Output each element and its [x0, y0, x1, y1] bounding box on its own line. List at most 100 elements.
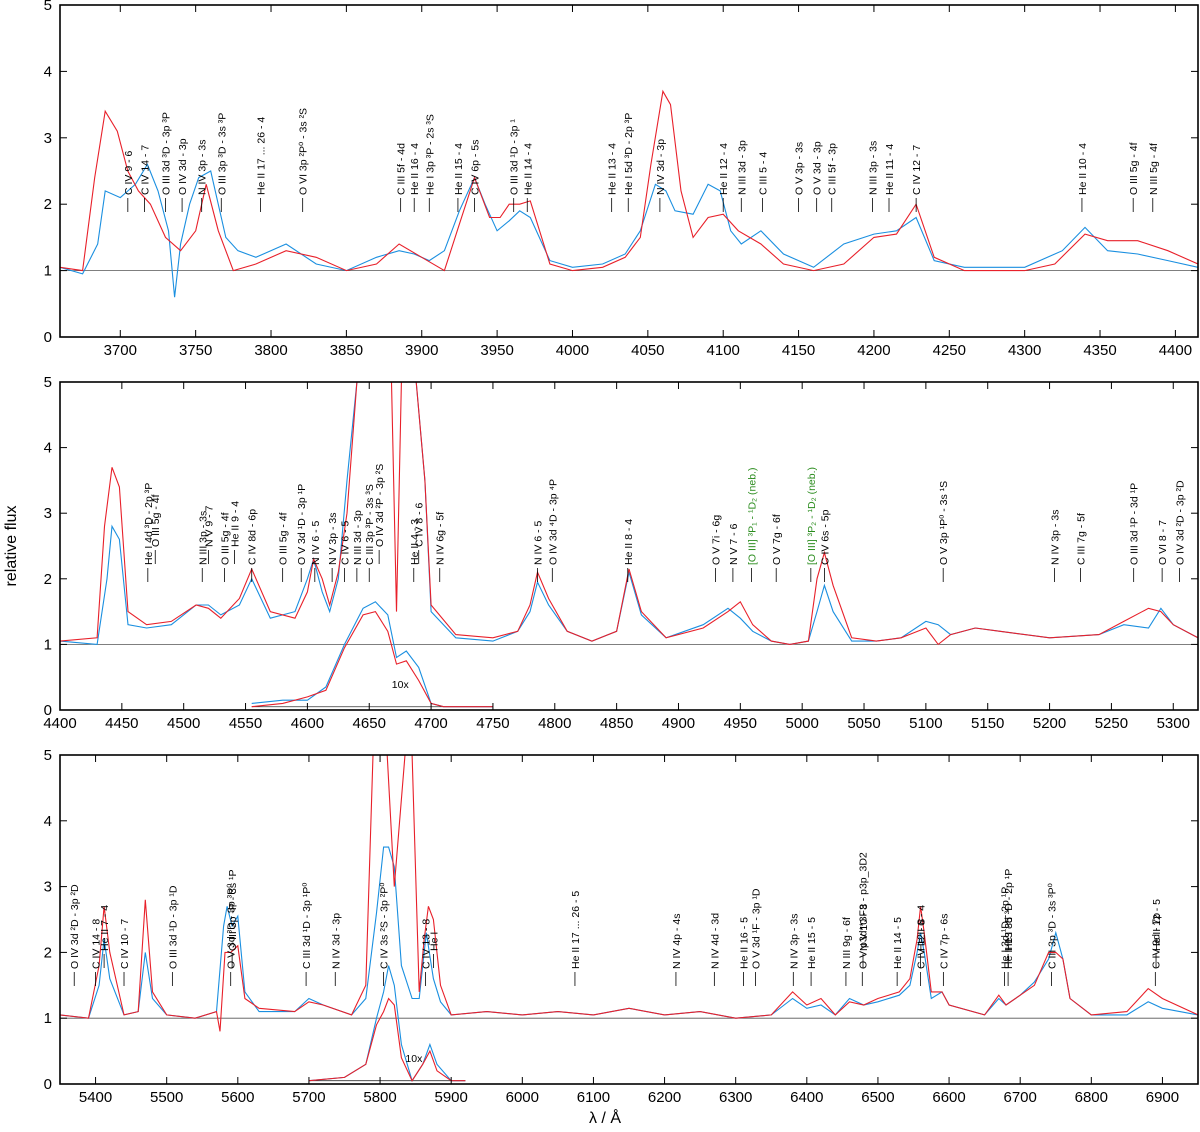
line-id-label: He II 10 - 4 — [1077, 143, 1089, 195]
line-identification: O IV 3d ²D - 3p ²D — [69, 884, 81, 986]
line-id-label: O IV 3d ²D - 3p ²D — [1174, 480, 1186, 565]
line-id-label: He II 11 - 4 — [884, 144, 896, 195]
plot-frame — [59, 4, 1199, 338]
line-id-label: O V 7g - 6f — [771, 514, 783, 565]
line-id-label: O III 3p ¹P - 3s ¹P — [227, 870, 239, 952]
x-tick-label: 6400 — [790, 1089, 823, 1106]
x-tick-label: 4300 — [1008, 342, 1041, 359]
line-identification: C III 3d ¹D - 3p ¹P⁰ — [301, 882, 313, 986]
observed-spectrum-line — [60, 382, 1198, 645]
line-identification: O V 3d - 3p — [812, 141, 824, 212]
line-identification: N III 5g - 4f — [1148, 143, 1160, 212]
x-tick-label: 4150 — [782, 342, 815, 359]
y-tick-label: 3 — [44, 879, 52, 896]
line-id-label: O V 3p - 3s — [794, 142, 806, 195]
line-id-label: C III 7g - 5f — [1076, 513, 1088, 565]
line-identification: He II 14 - 5 — [892, 917, 904, 986]
y-tick-label: 3 — [44, 505, 52, 522]
line-identification: O III 3p ³D - 3s ³P — [216, 113, 228, 212]
y-tick-label: 4 — [44, 63, 52, 80]
model-spectrum-line — [60, 89, 1198, 272]
y-tick-label: 1 — [44, 1010, 52, 1027]
line-identification: O V 7i - 6g — [711, 515, 723, 582]
line-id-label: O III 5g - 4f — [278, 512, 290, 565]
line-identification: He II 12 - 4 — [718, 143, 730, 212]
line-id-label: He II 6 - 4 — [916, 905, 928, 951]
line-identification: C III 5f - 4d — [396, 143, 408, 212]
x-tick-label: 4100 — [707, 342, 740, 359]
line-id-label: N IV 4p - 4s — [671, 914, 683, 969]
line-identification: N V 3p - 3s — [327, 512, 339, 582]
x-axis-title: λ / Å — [589, 1108, 621, 1127]
line-id-label: He I 3d ¹D - 2p ¹P — [1000, 887, 1012, 969]
line-id-label: C IV 10 - 7 — [119, 919, 131, 969]
observed-spectrum-line — [60, 163, 1198, 298]
line-id-label: O III 3p ³D - 3s ³P — [216, 113, 228, 195]
line-id-label: O V 3d ¹D - 3p ¹P — [296, 484, 308, 565]
line-identification: O V 7g - 6f — [771, 514, 783, 582]
line-identification: He I — [428, 932, 440, 968]
line-identification: N III 3p - 3s — [197, 511, 209, 582]
x-tick-label: 6300 — [719, 1089, 752, 1106]
line-identification: He II 17 ... 26 - 4 — [256, 117, 268, 212]
line-id-label: He II 12 - 4 — [718, 143, 730, 195]
line-id-label: O III 3d ¹P - 3d ¹P — [1129, 483, 1141, 565]
line-id-label: He II 14 - 5 — [892, 917, 904, 969]
line-identification: N V 10 - 8 — [858, 904, 870, 968]
line-id-label: He I 4d ³D - 2p ³P — [143, 483, 155, 565]
line-id-label: C IV 3s ²S - 3p ²P⁰ — [379, 882, 391, 969]
line-identification: He II 9 - 4 — [229, 501, 241, 564]
line-identification: C IV 6 - 5 — [340, 520, 352, 582]
y-tick-label: 0 — [44, 1076, 52, 1093]
line-identification: N III 3p - 3s — [867, 141, 879, 212]
line-id-label: He II 16 - 4 — [409, 143, 421, 195]
line-identification: N IV 4d - 3d — [709, 913, 721, 986]
line-identification: C III 3p ³D - 3s ³P⁰ — [1047, 882, 1059, 986]
line-id-label: O VI 3p ²P⁰ - 3s ²S — [298, 108, 310, 195]
line-identification: He I 4d ³D - 2p ³P — [143, 483, 155, 582]
line-id-label: N IV 6g - 5f — [435, 512, 447, 565]
line-identification: C III 3p ³P - 3s ³S — [364, 484, 376, 582]
line-id-label: C IV 14 - 8 — [91, 919, 103, 969]
line-id-label: N III 3d - 3p — [352, 510, 364, 565]
x-tick-label: 6100 — [577, 1089, 610, 1106]
line-id-label: He I 3p ³P - 2s ³S — [424, 114, 436, 195]
line-id-label: C IV 13 - 8 — [421, 919, 433, 969]
line-identification: N IV 3d - 3p — [655, 139, 667, 212]
line-id-label: [O III] ³P₁ - ¹D₂ (neb.) — [747, 468, 759, 565]
x-tick-label: 4700 — [414, 715, 447, 732]
line-identification: C IV 12 - 8 — [916, 919, 928, 986]
line-identification: He II 6 - 4 — [916, 905, 928, 968]
panels-container: 3700 3750 3800 3850 3900 3950 4000 4050 4100 4150… — [43, 0, 1199, 1106]
x-tick-label: 5250 — [1095, 715, 1128, 732]
line-id-label: O III 5g - 4f — [150, 494, 162, 547]
x-tick-label: 5800 — [363, 1089, 396, 1106]
line-identification: C IV 12 - 7 — [911, 145, 923, 212]
line-id-label: C III 3p ³D - 3s ³P⁰ — [1047, 882, 1059, 969]
y-tick-label: 1 — [44, 263, 52, 280]
line-id-label: N IV 4d - 3d — [709, 913, 721, 969]
line-id-label: N III 5g - 4f — [1148, 143, 1160, 195]
line-id-label: C III 5 - 4 — [757, 152, 769, 195]
line-identification: N IV 3p - 3s — [1050, 510, 1062, 582]
line-id-label: He I — [428, 932, 440, 951]
line-identification: C IV 9d - 7p — [1150, 913, 1162, 986]
line-id-label: C IV 8d - 6p — [247, 509, 259, 565]
line-identification: N IV 6g - 5f — [435, 512, 447, 582]
line-identification: He II 8 - 4 — [623, 519, 635, 582]
x-tick-label: 5100 — [909, 715, 942, 732]
line-identification: N IV 3d - 3p — [330, 913, 342, 986]
line-id-label: He II 17 ... 26 - 4 — [256, 117, 268, 195]
x-tick-label: 4600 — [291, 715, 324, 732]
line-identification: N IV 4p - 4s — [671, 914, 683, 986]
line-id-label: He II 9 - 4 — [229, 501, 241, 547]
x-tick-label: 4900 — [662, 715, 695, 732]
x-tick-label: 6000 — [506, 1089, 539, 1106]
line-identification: O III 5g - 4f — [220, 512, 232, 582]
y-tick-label: 0 — [44, 702, 52, 719]
line-identification: He II 10 - 4 — [1077, 143, 1089, 212]
line-id-label: He II 8 - 4 — [623, 519, 635, 565]
line-identification: C IV 13 - 8 — [421, 919, 433, 986]
x-tick-label: 4400 — [1159, 342, 1192, 359]
model-spectrum-line — [60, 755, 1198, 1032]
